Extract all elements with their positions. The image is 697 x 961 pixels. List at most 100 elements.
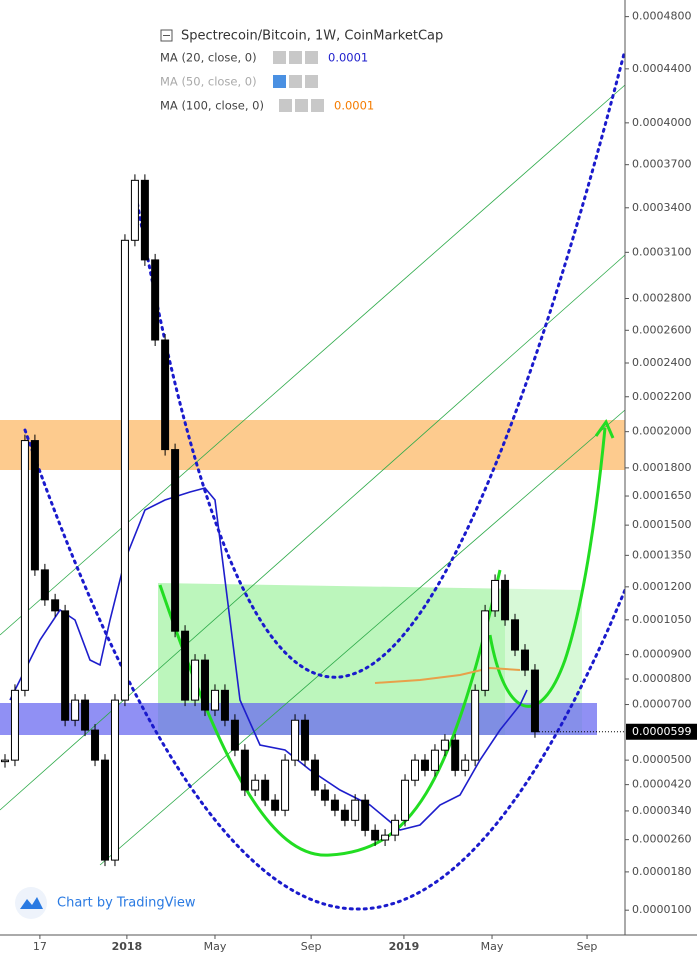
price-axis [625,0,697,935]
collapse-box[interactable] [160,29,173,42]
candle [361,799,370,831]
candle [61,610,70,721]
candle [301,719,310,761]
button[interactable] [279,99,292,112]
y-tick-label: 0.0001650 [632,489,692,502]
y-tick-label: 0.0001800 [632,461,692,474]
y-tick-label: 0.0001050 [632,613,692,626]
candle [30,440,39,571]
candle [310,759,319,791]
candle [191,659,200,701]
x-tick-label: 2019 [389,940,420,953]
button[interactable] [305,75,318,88]
watermark-text: Chart by TradingView [57,896,196,911]
candle [271,799,280,811]
indicator-name: MA (20, close, 0) [160,51,257,65]
button[interactable] [289,51,302,64]
watermark: Chart by TradingView [15,887,196,919]
y-tick-label: 0.0003700 [632,158,692,171]
x-tick-label: Sep [301,940,322,953]
candle [0,759,9,763]
candle [81,699,90,731]
candle [391,819,400,836]
button[interactable] [305,51,318,64]
candle [491,579,500,612]
candle [520,649,529,671]
y-tick-label: 0.0004800 [632,10,692,23]
ma100-line [374,666,521,684]
candle [381,834,390,841]
y-tick-label: 0.0004400 [632,62,692,75]
candle [130,179,139,241]
last-price-box [626,723,697,740]
button[interactable] [273,75,286,88]
y-tick-label: 0.0000500 [632,753,692,766]
candle [161,339,170,451]
button[interactable] [273,51,286,64]
candle [371,829,380,841]
candle [261,779,270,801]
x-tick-label: 2018 [112,940,143,953]
y-tick-label: 0.0002400 [632,356,692,369]
dotted-arc [23,428,627,911]
candle [240,749,249,791]
candle [91,729,100,761]
logo [15,887,47,919]
candle [461,759,470,771]
x-tick-label: May [204,940,227,953]
candles [0,174,625,867]
ma20-line [9,487,528,831]
indicator-name: MA (50, close, 0) [160,75,257,89]
candle [440,739,449,751]
candle [201,659,210,711]
candle [151,259,160,341]
x-tick-label: Sep [577,940,598,953]
legend: Spectrecoin/Bitcoin, 1W, CoinMarketCap M… [160,29,443,113]
y-tick-label: 0.0000900 [632,648,692,661]
candle [320,789,329,801]
y-tick-label: 0.0002000 [632,425,692,438]
y-tick-label: 0.0000180 [632,865,692,878]
candle [430,749,439,771]
candle [120,239,129,701]
candle [210,689,219,711]
indicator-name: MA (100, close, 0) [160,99,264,113]
candle [511,619,520,651]
indicator-value: 0.0001 [328,51,368,65]
candle [251,779,260,791]
candle [291,719,300,761]
y-tick-label: 0.0003400 [632,201,692,214]
button[interactable] [311,99,324,112]
y-tick-label: 0.0004000 [632,116,692,129]
handle-curve [488,427,607,708]
candle [20,440,29,691]
candle [481,610,490,691]
y-tick-label: 0.0000420 [632,778,692,791]
candle [411,759,420,781]
button[interactable] [289,75,302,88]
candle [471,689,480,761]
candle [100,759,109,861]
candle [230,719,239,751]
last-price-label: 0.0000599 [632,725,692,738]
trend-line [0,254,626,811]
y-tick-label: 0.0001350 [632,548,692,561]
trend-line [99,409,626,866]
candle [71,699,80,721]
candle [530,669,539,733]
y-tick-label: 0.0000700 [632,698,692,711]
candle [451,739,460,771]
x-tick-label: May [481,940,504,953]
button[interactable] [295,99,308,112]
logo-icon [20,897,43,909]
candle [340,809,349,821]
candle [181,630,190,701]
candle [171,449,180,632]
candle [110,699,119,861]
candle [140,179,149,261]
trend-line [0,84,626,636]
chart-title: Spectrecoin/Bitcoin, 1W, CoinMarketCap [181,29,443,44]
candle [420,759,429,771]
indicator-value: 0.0001 [334,99,374,113]
